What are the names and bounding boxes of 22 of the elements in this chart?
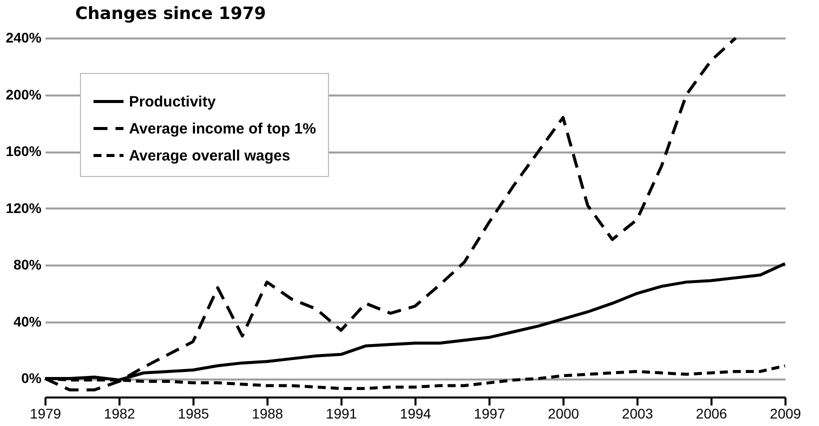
legend-label: Productivity: [129, 94, 216, 110]
x-tick-label: 1979: [30, 406, 62, 422]
y-tick-label: 80%: [13, 256, 42, 273]
x-tick-label: 1997: [474, 406, 506, 422]
x-tick-label: 2003: [622, 406, 654, 422]
y-tick-label: 120%: [6, 200, 42, 216]
legend-label: Average overall wages: [129, 148, 290, 164]
y-tick-label: 40%: [13, 313, 42, 330]
y-tick-label: 160%: [6, 143, 42, 160]
x-tick-label: 1982: [104, 406, 136, 422]
y-tick-label: 0%: [21, 370, 42, 386]
x-tick-label: 2009: [770, 406, 802, 422]
x-tick-label: 1994: [400, 406, 432, 422]
x-tick-label: 1991: [326, 406, 358, 422]
chart-title: Changes since 1979: [75, 4, 266, 24]
x-tick-label: 2000: [548, 406, 580, 422]
x-tick-label: 1985: [178, 406, 210, 422]
y-tick-label: 200%: [6, 86, 42, 102]
y-tick-label: 240%: [6, 30, 42, 46]
x-tick-label: 2006: [696, 406, 728, 422]
x-tick-label: 1988: [252, 406, 284, 422]
legend-label: Average income of top 1%: [129, 120, 316, 138]
